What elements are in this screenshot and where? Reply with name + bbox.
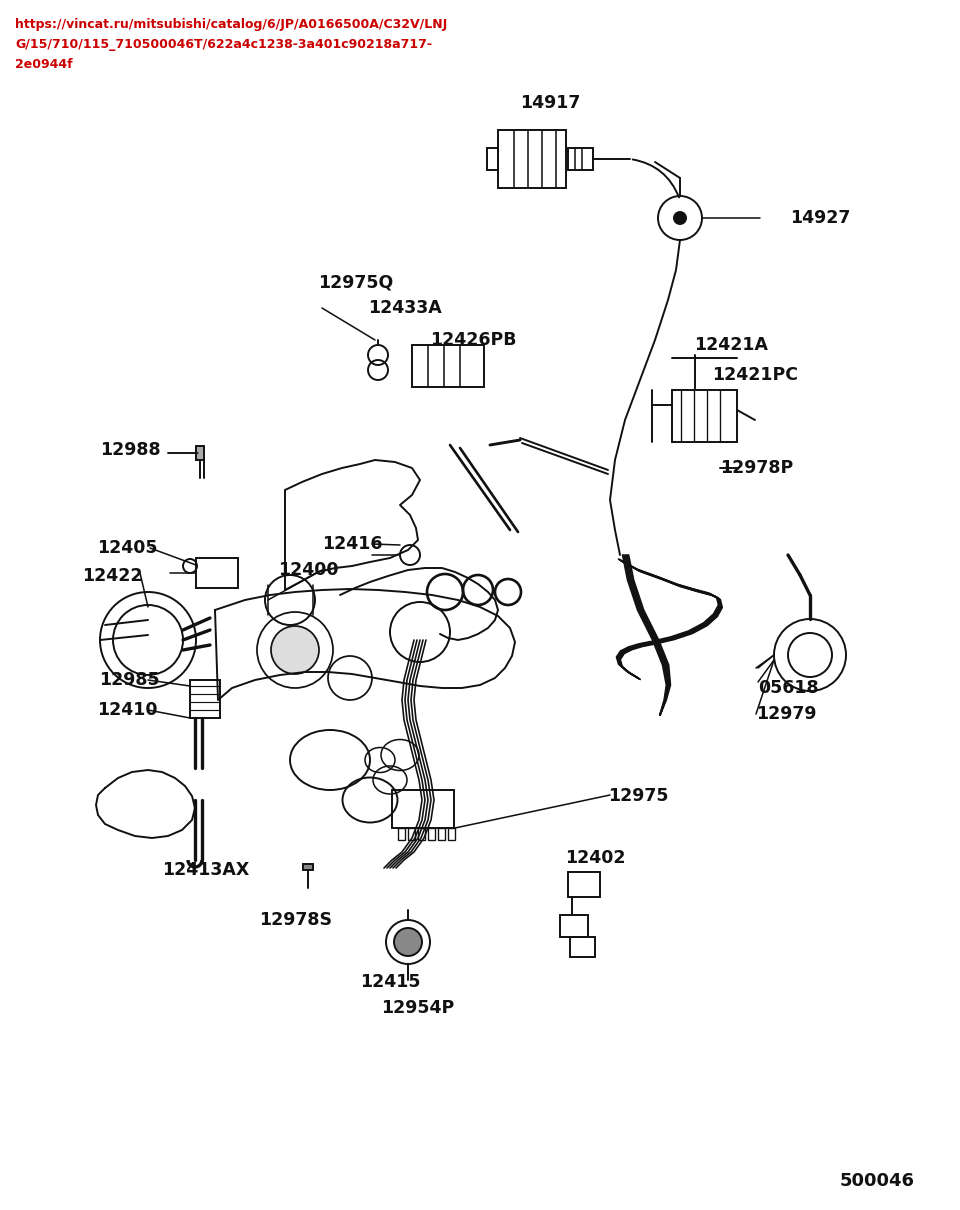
Text: 14927: 14927 <box>790 209 851 227</box>
Bar <box>398 828 405 840</box>
Text: 12415: 12415 <box>360 973 420 991</box>
Text: 12410: 12410 <box>97 701 157 719</box>
Text: 12954P: 12954P <box>381 999 455 1016</box>
Text: 12975: 12975 <box>608 786 668 805</box>
Bar <box>570 937 595 957</box>
Bar <box>672 390 737 442</box>
Text: 14917: 14917 <box>519 94 580 113</box>
Text: 12988: 12988 <box>100 440 160 459</box>
Bar <box>568 872 600 897</box>
Bar <box>196 558 238 588</box>
Text: 12985: 12985 <box>99 672 159 688</box>
Bar <box>418 828 425 840</box>
Text: G/15/710/115_710500046T/622a4c1238-3a401c90218a717-: G/15/710/115_710500046T/622a4c1238-3a401… <box>15 38 432 51</box>
Text: 12405: 12405 <box>97 538 157 557</box>
Circle shape <box>674 212 686 224</box>
Bar <box>196 446 204 460</box>
Bar <box>568 148 593 169</box>
Bar <box>448 828 455 840</box>
Text: 12402: 12402 <box>565 849 626 868</box>
Text: 12978P: 12978P <box>720 459 793 477</box>
Bar <box>498 129 566 188</box>
Bar <box>487 148 498 169</box>
Circle shape <box>394 928 422 956</box>
Text: 12413AX: 12413AX <box>162 862 250 878</box>
Text: 12433A: 12433A <box>368 299 442 317</box>
Text: 12416: 12416 <box>322 535 382 553</box>
Text: https://vincat.ru/mitsubishi/catalog/6/JP/A0166500A/C32V/LNJ: https://vincat.ru/mitsubishi/catalog/6/J… <box>15 18 447 31</box>
Text: 12400: 12400 <box>278 561 339 580</box>
Bar <box>392 790 454 828</box>
Text: 12975Q: 12975Q <box>318 273 394 292</box>
Bar <box>560 915 588 937</box>
Bar <box>412 345 484 387</box>
Bar <box>428 828 435 840</box>
Text: 05618: 05618 <box>758 679 819 697</box>
Bar <box>303 864 313 870</box>
Text: 12978S: 12978S <box>259 911 332 929</box>
Bar <box>190 680 220 718</box>
Bar <box>408 828 415 840</box>
Text: 12421A: 12421A <box>694 336 768 355</box>
Text: 2e0944f: 2e0944f <box>15 58 73 71</box>
Text: 12422: 12422 <box>82 567 142 584</box>
Text: 500046: 500046 <box>840 1172 915 1189</box>
Text: 12421PC: 12421PC <box>712 365 798 384</box>
Bar <box>438 828 445 840</box>
Text: 12979: 12979 <box>756 705 817 724</box>
Text: 12426PB: 12426PB <box>430 332 516 348</box>
Circle shape <box>271 626 319 674</box>
